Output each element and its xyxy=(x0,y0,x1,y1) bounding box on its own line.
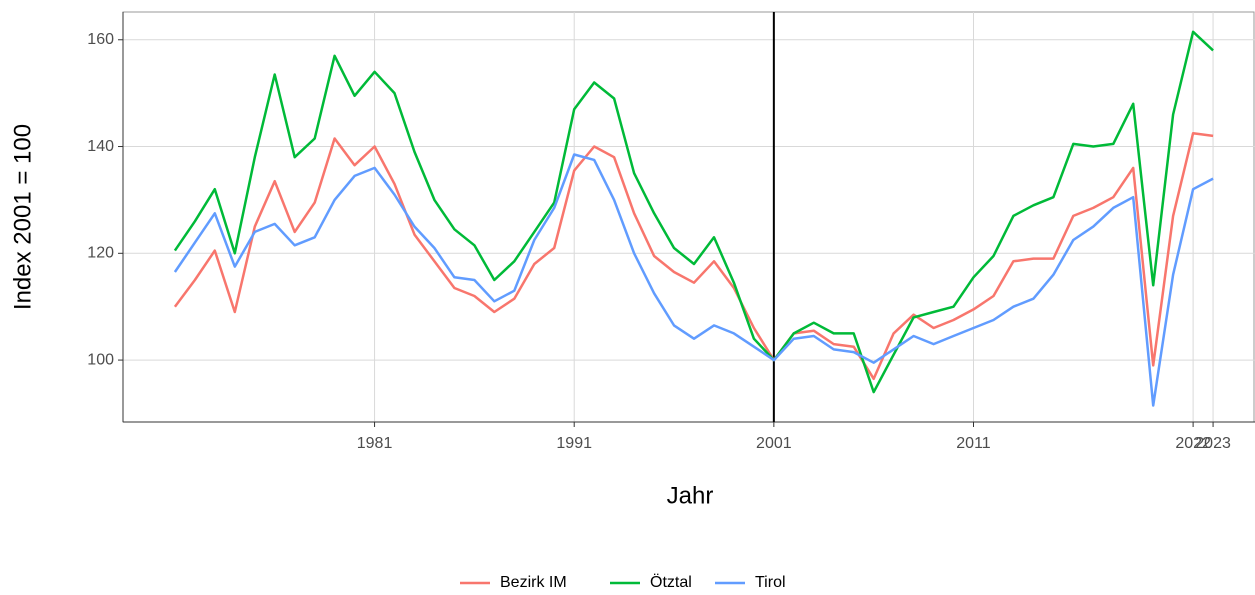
line-series xyxy=(173,131,1214,381)
x-tick-label: 1991 xyxy=(556,435,592,452)
y-tick-label: 120 xyxy=(87,245,114,262)
y-axis-title: Index 2001 = 100 xyxy=(9,124,36,310)
y-tick-label: 140 xyxy=(87,138,114,155)
legend-label: Tirol xyxy=(755,574,786,591)
line-series xyxy=(173,30,1214,394)
x-tick-label: 2011 xyxy=(956,435,991,452)
legend-label: Bezirk IM xyxy=(500,574,567,591)
x-tick-label: 2022 xyxy=(1175,435,1211,452)
legend-label: Ötztal xyxy=(650,573,692,591)
y-tick-label: 160 xyxy=(87,31,114,48)
x-tick-label: 2001 xyxy=(756,435,792,452)
line-series xyxy=(173,153,1214,407)
x-axis-title: Jahr xyxy=(667,482,714,509)
x-tick-label: 1981 xyxy=(357,435,393,452)
x-tick-label: 2023 xyxy=(1195,435,1231,452)
y-tick-label: 100 xyxy=(87,351,114,368)
